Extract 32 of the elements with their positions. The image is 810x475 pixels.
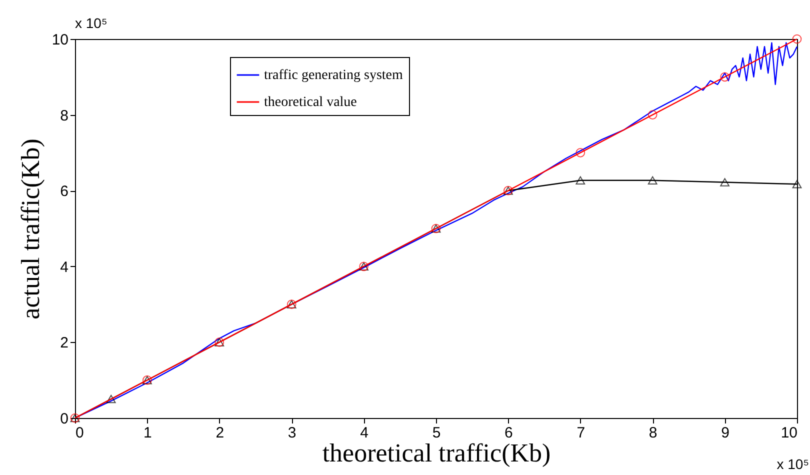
point <box>720 72 730 82</box>
x-tick-label: 9 <box>721 424 730 442</box>
legend-label: theoretical value <box>264 95 357 110</box>
point <box>792 34 802 44</box>
point <box>106 394 116 404</box>
x-tick-label: 7 <box>576 424 586 442</box>
y-tick-label: 10 <box>52 32 68 48</box>
y-axis-title: actual traffic(Kb) <box>16 138 45 320</box>
x-tick-label: 4 <box>360 424 368 442</box>
x-tick-label: 1 <box>144 424 152 442</box>
x-tick-label: 5 <box>432 424 441 442</box>
point <box>576 148 586 158</box>
y-tick-label: 2 <box>60 334 68 352</box>
y-tick-label: 8 <box>60 107 68 124</box>
y-tick-label: 6 <box>60 183 68 200</box>
y-tick-label: 0 <box>60 410 68 428</box>
x-tick-label: 8 <box>648 424 658 442</box>
point <box>648 176 658 184</box>
point <box>648 110 658 120</box>
y-tick-label: 4 <box>60 258 68 276</box>
legend-label: traffic generating system <box>264 68 404 83</box>
x-tick-label: 10 <box>780 424 798 442</box>
text: x 10⁵ <box>776 456 809 472</box>
x-tick-label: 2 <box>216 424 224 442</box>
point <box>720 178 730 186</box>
point <box>576 176 586 184</box>
point <box>792 180 802 188</box>
x-tick-label: 0 <box>76 424 84 442</box>
x-tick-label: 3 <box>288 424 296 442</box>
text: x 10⁵ <box>75 15 108 31</box>
x-tick-label: 6 <box>504 424 513 442</box>
x-axis-title: theoretical traffic(Kb) <box>322 438 551 468</box>
